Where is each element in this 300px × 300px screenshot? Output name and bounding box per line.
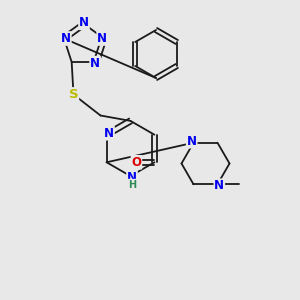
- Text: N: N: [97, 32, 107, 45]
- Text: S: S: [69, 88, 78, 101]
- Text: N: N: [127, 171, 137, 184]
- Text: N: N: [90, 57, 100, 70]
- Text: N: N: [214, 179, 224, 192]
- Text: H: H: [128, 179, 136, 190]
- Text: O: O: [131, 156, 141, 169]
- Text: N: N: [104, 127, 114, 140]
- Text: N: N: [187, 135, 197, 148]
- Text: N: N: [61, 32, 71, 45]
- Text: N: N: [79, 16, 89, 29]
